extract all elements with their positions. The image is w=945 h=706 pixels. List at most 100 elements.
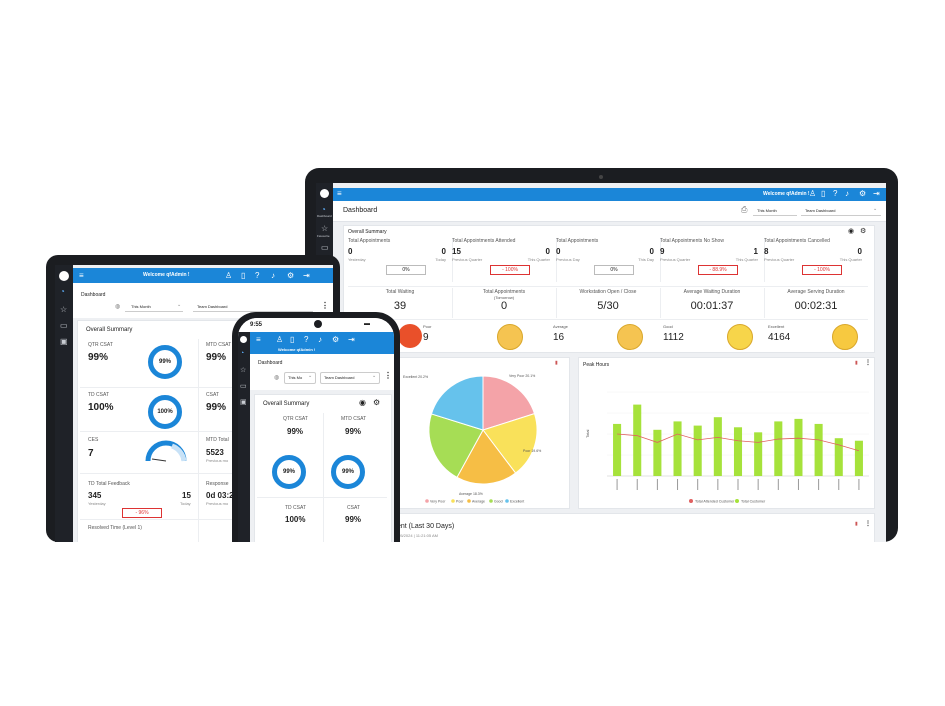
monitor-icon[interactable]: ▭	[321, 243, 329, 252]
delete-icon[interactable]: ▮	[555, 360, 558, 366]
menu-icon[interactable]: ≡	[256, 335, 261, 344]
user-icon[interactable]: ♙	[276, 335, 284, 344]
pie-slice[interactable]	[482, 375, 536, 431]
qtr-csat-ring: 99%	[272, 455, 306, 489]
dashboard-icon[interactable]: ◔	[240, 350, 245, 357]
bar[interactable]	[774, 421, 783, 476]
bar[interactable]	[653, 429, 662, 476]
pie-label-poor: Poor 19.6%	[523, 449, 541, 453]
bar[interactable]	[633, 404, 642, 476]
period-select[interactable]: This Month ⌄	[125, 301, 183, 312]
star-icon[interactable]: ☆	[321, 224, 329, 233]
user-icon[interactable]: ♙	[809, 189, 817, 198]
more-icon[interactable]: ⋮	[865, 521, 871, 527]
welcome-text: Welcome qfAdmin !	[763, 191, 810, 197]
image-icon[interactable]: ▣	[240, 399, 247, 406]
dashboard-icon[interactable]: ◔	[321, 205, 326, 214]
sidebar-item-dashboard[interactable]: Dashboard	[317, 214, 332, 218]
tablet-sidebar: ◔ ☆ ▭ ▣	[55, 265, 73, 542]
y-axis-label: Total	[585, 429, 590, 438]
bell-icon[interactable]: ♪	[271, 271, 275, 280]
period-select[interactable]: This Mo ⌄	[284, 372, 316, 384]
kpi-left-label: Previous Quarter	[660, 257, 691, 262]
kpi-right-label: This Day	[638, 257, 654, 262]
settings-icon[interactable]: ⚙	[287, 271, 295, 280]
tablet-icon[interactable]: ▯	[241, 271, 246, 280]
pie-slice[interactable]	[430, 375, 484, 431]
sidebar-item-favourite[interactable]: Favourite	[317, 234, 330, 238]
star-icon[interactable]: ☆	[240, 367, 247, 374]
menu-icon[interactable]: ≡	[79, 271, 84, 280]
bar[interactable]	[754, 432, 763, 476]
bell-icon[interactable]: ♪	[845, 189, 849, 198]
play-icon[interactable]: ◉	[848, 228, 855, 235]
view-select[interactable]: Team Dashboard ⌄	[320, 372, 380, 384]
status-time: 9:55	[250, 322, 263, 328]
bar[interactable]	[834, 438, 843, 476]
bottom-report-title: ent (Last 30 Days)	[397, 523, 455, 530]
pie-slice[interactable]	[428, 413, 484, 479]
delete-icon[interactable]: ▮	[855, 360, 858, 366]
period-select[interactable]: This Month	[753, 206, 797, 216]
monitor-icon[interactable]: ▭	[240, 383, 247, 390]
feedback-card: Poor 9	[423, 321, 533, 351]
bar[interactable]	[854, 440, 863, 476]
stat-card: Total Waiting 39	[348, 288, 453, 318]
bottom-report-card: ent (Last 30 Days) /05/2024 | 11:21:05 A…	[396, 513, 875, 542]
more-icon[interactable]: ⋮	[865, 360, 871, 366]
laptop-screen: ◔ Dashboard ☆ Favourite ▭ ≡ Welcome qfAd…	[316, 183, 886, 542]
peak-hours-chart: Total Total Attended Customer Total Custom…	[585, 391, 869, 504]
kpi-right-label: Today	[435, 257, 446, 262]
bar[interactable]	[613, 423, 622, 476]
star-icon[interactable]: ☆	[60, 305, 68, 314]
mtd-total-label: MTD Total	[206, 437, 229, 443]
view-select[interactable]: Team Dashboard ⌄	[801, 206, 881, 216]
pie-slice[interactable]	[456, 429, 517, 485]
logout-icon[interactable]: ⇥	[348, 335, 355, 344]
chevron-down-icon: ⌄	[873, 206, 878, 212]
gear-icon[interactable]: ⚙	[860, 228, 867, 235]
help-icon[interactable]: ?	[255, 271, 260, 280]
logout-icon[interactable]: ⇥	[303, 271, 310, 280]
legend-total-customer: Total Customer	[741, 500, 766, 504]
help-icon[interactable]: ?	[833, 189, 838, 198]
bar[interactable]	[673, 421, 682, 476]
overall-summary-title: Overall Summary	[86, 327, 133, 333]
menu-icon[interactable]: ≡	[337, 189, 342, 198]
angry-face-icon	[398, 324, 422, 348]
settings-icon[interactable]: ⚙	[332, 335, 340, 344]
settings-icon[interactable]: ⚙	[859, 189, 867, 198]
mtd-csat-label: MTD CSAT	[206, 342, 232, 348]
tablet-icon[interactable]: ▯	[821, 189, 826, 198]
bar[interactable]	[794, 418, 803, 476]
monitor-icon[interactable]: ▭	[60, 321, 68, 330]
gear-icon[interactable]: ⚙	[373, 398, 381, 407]
more-icon[interactable]: ⋮	[384, 371, 392, 380]
logout-icon[interactable]: ⇥	[873, 189, 880, 198]
bar[interactable]	[814, 423, 823, 476]
image-icon[interactable]: ▣	[60, 337, 68, 346]
user-icon[interactable]: ♙	[225, 271, 233, 280]
delete-icon[interactable]: ▮	[855, 521, 858, 527]
td-total-change-badge: - 96%	[122, 508, 162, 518]
td-total-yesterday-value: 345	[88, 491, 102, 500]
print-icon[interactable]: ⎙	[741, 205, 748, 214]
peak-hours-title: Peak Hours	[583, 362, 610, 368]
bar[interactable]	[733, 427, 743, 476]
camera-dot	[599, 175, 603, 179]
more-icon[interactable]: ⋮	[321, 301, 329, 310]
laptop-topbar: ≡ Welcome qfAdmin ! ♙ ▯ ? ♪ ⚙ ⇥	[333, 188, 886, 201]
bar[interactable]	[713, 417, 722, 476]
response-value: 0d 03:2	[206, 491, 234, 500]
tablet-icon[interactable]: ▯	[290, 335, 295, 344]
pie-slice[interactable]	[482, 413, 538, 474]
battery-icon: ▬	[364, 321, 370, 327]
bell-icon[interactable]: ♪	[318, 335, 322, 344]
dashboard-icon[interactable]: ◔	[60, 287, 65, 296]
mtd-total-value: 5523	[206, 448, 224, 457]
more-icon[interactable]: ⋮	[885, 204, 886, 213]
bar[interactable]	[693, 425, 702, 476]
play-icon[interactable]: ◉	[359, 398, 366, 407]
view-select[interactable]: Team Dashboard	[193, 301, 313, 312]
help-icon[interactable]: ?	[304, 335, 309, 344]
